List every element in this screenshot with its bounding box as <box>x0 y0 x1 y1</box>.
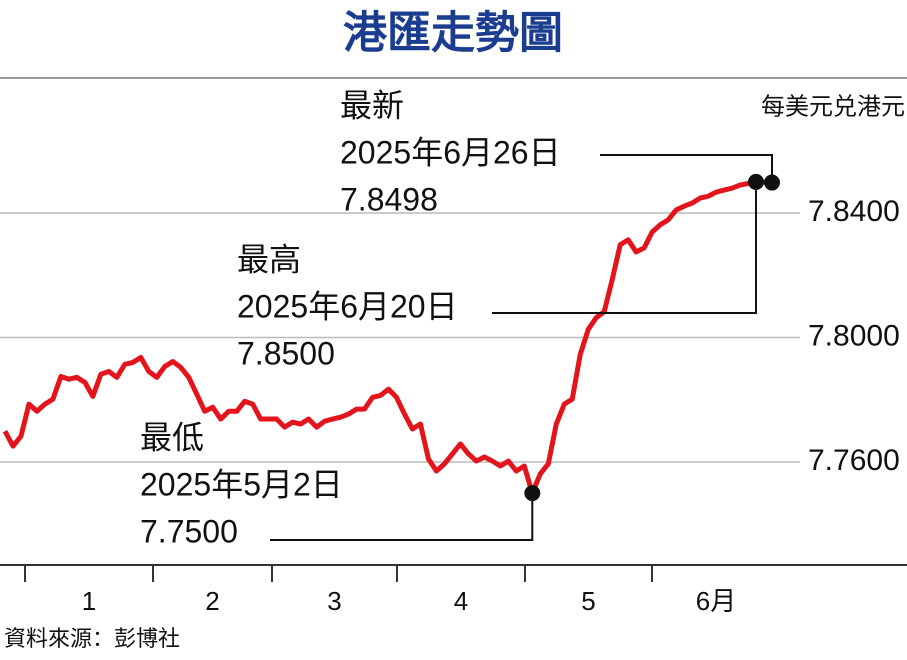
connector <box>270 493 534 541</box>
x-tick-label: 2 <box>205 586 219 616</box>
connector <box>600 154 773 183</box>
annotation-value: 7.8500 <box>237 335 335 371</box>
annotation-text: 2025年6月20日 <box>237 288 458 324</box>
annotation-text: 2025年6月26日 <box>340 134 561 170</box>
x-tick-label: 6月 <box>696 586 736 616</box>
x-tick-label: 3 <box>327 586 341 616</box>
x-tick-label: 5 <box>581 586 595 616</box>
annotation-text: 最低 <box>140 419 204 455</box>
y-tick-label: 7.7600 <box>808 444 900 477</box>
source: 資料來源：彭博社 <box>4 626 180 651</box>
unit-label: 每美元兑港元 <box>761 93 905 120</box>
point-marker <box>524 485 541 502</box>
y-tick-label: 7.8400 <box>808 195 900 228</box>
connector <box>492 181 758 314</box>
x-tick-label: 1 <box>82 586 96 616</box>
y-tick-label: 7.8000 <box>808 319 900 352</box>
annotation-text: 2025年5月2日 <box>140 466 343 502</box>
point-marker <box>748 173 765 190</box>
chart-title: 港匯走勢圖 <box>343 9 563 58</box>
line <box>2 179 773 496</box>
annotation-text: 最新 <box>340 87 404 123</box>
annotation-value: 7.7500 <box>140 513 238 549</box>
point-marker <box>764 174 780 191</box>
annotation-value: 7.8498 <box>340 181 438 217</box>
annotation-text: 最高 <box>237 241 301 277</box>
x-tick-label: 4 <box>454 586 468 616</box>
